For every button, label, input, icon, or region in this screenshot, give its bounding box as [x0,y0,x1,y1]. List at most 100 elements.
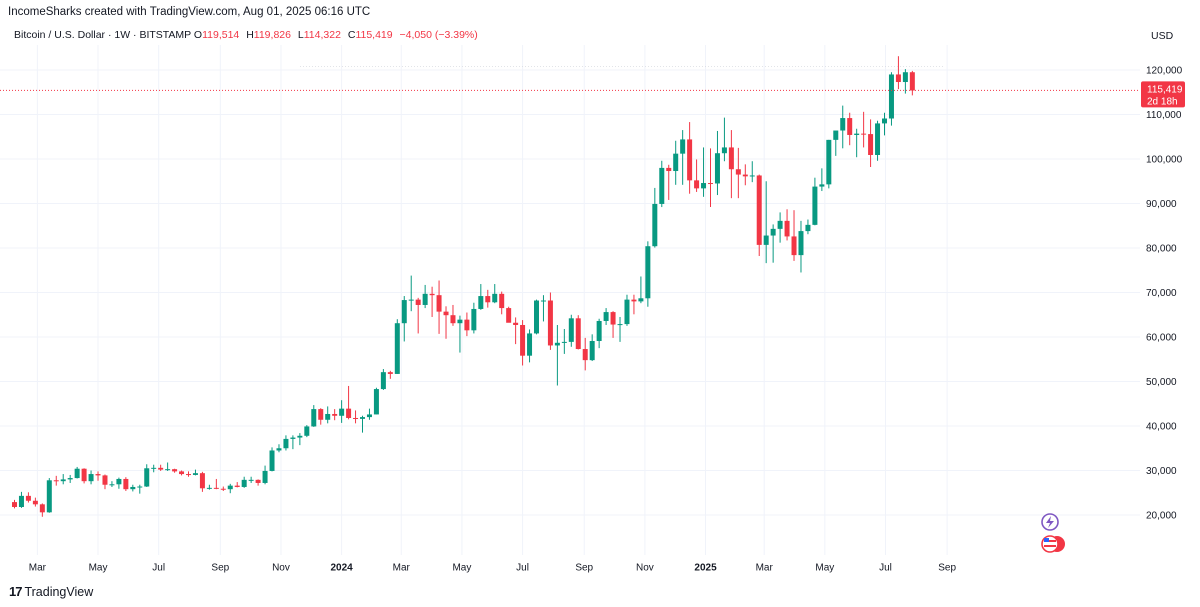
candle [46,478,52,513]
candle-body [777,220,783,229]
candle [325,406,331,424]
candle-body [554,342,560,346]
candle [847,112,853,146]
candle-body [770,228,776,236]
time-axis[interactable]: Mar May Jul Sep Nov 2024 Mar May Jul Sep Nov 2025 Ma… [29,563,957,574]
candle [213,478,219,490]
candle [443,306,449,339]
candle [234,482,240,488]
candle-body [422,293,428,305]
time-tick-label: Mar [756,563,774,574]
candle-body [701,183,707,189]
time-tick-label: Nov [636,563,654,574]
low-label: L [297,29,304,41]
candle-body [673,153,679,172]
tradingview-logo[interactable]: 17 TradingView [9,584,93,599]
candle [339,400,345,423]
candle [826,139,832,189]
candle [360,415,365,433]
candle-body [888,74,894,119]
candle [227,483,233,494]
candle [95,471,101,481]
candle-body [318,409,324,420]
candle-body [116,478,122,485]
candle-body [283,438,289,449]
candle-body [694,180,700,189]
symbol-name[interactable]: Bitcoin / U.S. Dollar · 1W · BITSTAMP [14,29,191,41]
time-tick-label: Sep [575,563,593,574]
candle [610,311,616,338]
candle-body [492,293,498,303]
last-price-value: 115,419 [1147,84,1183,95]
candle-body [610,312,616,325]
candle-body [311,409,317,427]
candle [756,174,762,257]
candle [895,56,901,90]
candle-body [102,475,108,485]
candle-body [151,467,157,469]
candle-body [575,318,581,350]
event-icons[interactable] [1041,513,1065,553]
candle-body [32,500,38,505]
time-tick-label: Sep [938,563,956,574]
candle-body [624,299,630,325]
candle [554,324,560,386]
candle [909,70,915,96]
candle [735,147,741,199]
candle-body [339,408,345,416]
us-flag-event-icon[interactable] [1041,535,1065,553]
candle [415,297,421,334]
candle-body [74,468,80,479]
symbol-legend: Bitcoin / U.S. Dollar · 1W · BITSTAMP O1… [14,29,478,41]
candle-body [332,413,338,416]
candle [116,477,122,489]
candle [102,474,108,490]
candle [861,111,867,148]
candle [617,316,623,342]
candle [527,329,533,363]
time-tick-label: Jul [879,563,892,574]
candle [798,220,804,273]
candle-body [617,324,623,326]
candle-body [506,308,512,323]
candle-body [791,236,797,256]
candle [269,447,275,472]
candle [701,147,707,197]
candle [436,280,442,334]
candle-body [784,220,790,237]
candle [471,302,477,334]
candle-body [826,139,832,185]
price-axis[interactable]: 120,000 110,000 100,000 90,000 80,000 70,000 6… [1146,66,1183,522]
time-tick-label: Nov [272,563,290,574]
candle [401,296,407,342]
price-tick-label: 50,000 [1146,377,1177,388]
candle-body [749,175,755,177]
candle-body [540,300,546,302]
candle [311,405,317,427]
candle [380,369,386,390]
time-tick-label: Jul [516,563,529,574]
price-tick-label: 120,000 [1146,66,1183,77]
candle [624,294,630,326]
candle-body [165,469,171,471]
candle-body [534,300,539,334]
candle [241,476,247,488]
candle-body [513,322,519,325]
candle-body [763,235,769,245]
candle-body [192,473,198,475]
candle-body [485,296,491,303]
currency-label[interactable]: USD [1151,30,1174,42]
candle-body [582,349,588,361]
candle [304,425,310,438]
lightning-event-icon[interactable] [1041,513,1059,531]
candle [666,164,672,200]
candle [60,474,66,485]
candle-body [875,123,881,155]
candle [366,408,372,420]
candle-body [756,175,762,245]
candle-body [248,479,254,481]
candle [276,444,282,453]
high-value: 119,826 [253,29,291,41]
candle-body [568,318,574,342]
